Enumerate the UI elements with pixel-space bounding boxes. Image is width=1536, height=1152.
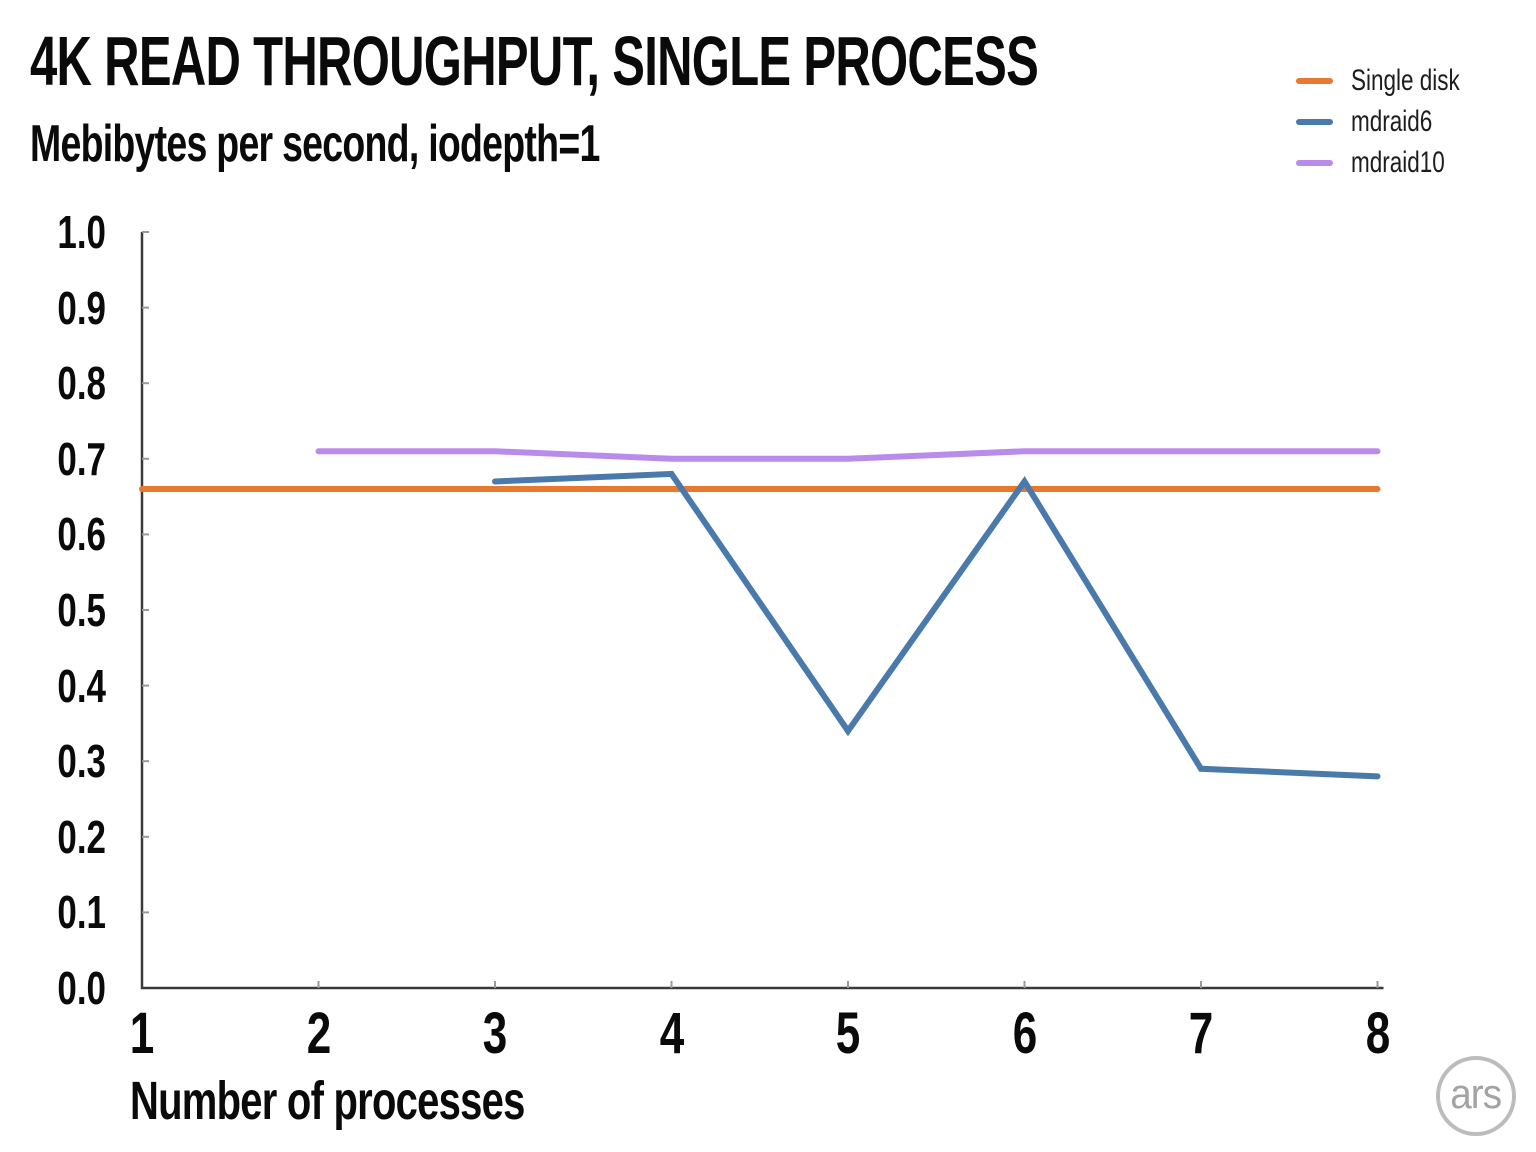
x-tick-label-1: 1 bbox=[129, 1001, 155, 1066]
x-tick-label-4: 4 bbox=[659, 1001, 684, 1066]
x-tick-label-8: 8 bbox=[1365, 1001, 1390, 1066]
axis-lines bbox=[140, 232, 1384, 990]
mdraid6-line-swatch bbox=[1295, 118, 1333, 125]
x-axis-label: Number of processes bbox=[130, 1071, 525, 1131]
legend-label: Single disk bbox=[1350, 63, 1460, 97]
legend-label: mdraid6 bbox=[1350, 104, 1433, 138]
y-tick-label-0.3: 0.3 bbox=[57, 735, 106, 788]
ars-technica-logo: ars bbox=[1436, 1056, 1516, 1136]
legend-item-single-disk: Single disk bbox=[1295, 60, 1496, 101]
x-tick-label-2: 2 bbox=[306, 1001, 331, 1066]
legend: Single disk mdraid6 mdraid10 bbox=[1295, 60, 1496, 183]
series-line-mdraid10 bbox=[315, 448, 1381, 462]
y-tick-label-0.7: 0.7 bbox=[57, 432, 106, 485]
y-tick-label-0.2: 0.2 bbox=[57, 810, 106, 863]
ars-logo-text: ars bbox=[1450, 1070, 1503, 1117]
mdraid10-line-swatch bbox=[1295, 159, 1333, 166]
y-tick-label-0.5: 0.5 bbox=[57, 584, 106, 636]
y-tick-label-0.4: 0.4 bbox=[57, 659, 106, 712]
y-tick-label-1.0: 1.0 bbox=[57, 206, 106, 258]
y-tick-label-0.6: 0.6 bbox=[57, 508, 106, 561]
legend-item-mdraid10: mdraid10 bbox=[1295, 142, 1496, 183]
chart-title: 4K READ THROUGHPUT, SINGLE PROCESS bbox=[30, 22, 1039, 100]
y-tick-label-0.8: 0.8 bbox=[57, 357, 106, 410]
legend-label: mdraid10 bbox=[1350, 145, 1445, 179]
y-tick-label-0.1: 0.1 bbox=[57, 886, 106, 939]
single-disk-line-swatch bbox=[1295, 77, 1333, 84]
x-tick-label-7: 7 bbox=[1188, 1001, 1214, 1066]
legend-item-mdraid6: mdraid6 bbox=[1295, 101, 1496, 142]
y-tick-label-0.9: 0.9 bbox=[57, 281, 106, 334]
y-tick-label-0.0: 0.0 bbox=[57, 962, 106, 1014]
series-line-mdraid6 bbox=[492, 470, 1381, 780]
x-tick-label-5: 5 bbox=[835, 1001, 861, 1066]
x-tick-label-6: 6 bbox=[1012, 1001, 1037, 1066]
chart-subtitle: Mebibytes per second, iodepth=1 bbox=[30, 115, 600, 173]
x-tick-label-3: 3 bbox=[482, 1001, 508, 1066]
